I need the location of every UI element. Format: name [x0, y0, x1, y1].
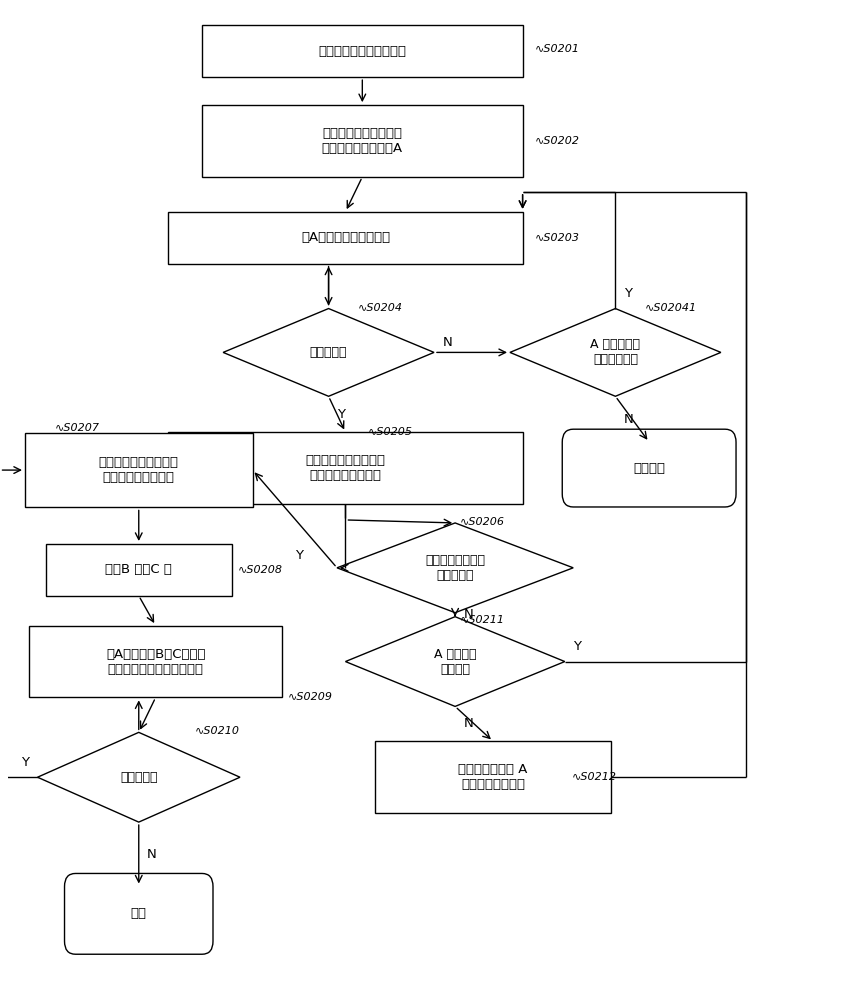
Text: Y: Y: [337, 408, 344, 421]
Text: ∿S0212: ∿S0212: [571, 772, 616, 782]
Text: ∿S0208: ∿S0208: [237, 565, 282, 575]
Text: N: N: [463, 608, 473, 621]
Text: ∿S0210: ∿S0210: [195, 726, 240, 736]
Text: 重新增加新板到 A
序列中作为待切割: 重新增加新板到 A 序列中作为待切割: [458, 763, 527, 791]
FancyBboxPatch shape: [25, 433, 252, 507]
Polygon shape: [223, 309, 434, 396]
FancyBboxPatch shape: [202, 25, 522, 77]
FancyBboxPatch shape: [168, 212, 522, 264]
FancyBboxPatch shape: [561, 429, 735, 507]
Text: Y: Y: [573, 640, 580, 653]
Text: ∿S0206: ∿S0206: [458, 517, 504, 527]
Text: 是否能选出: 是否能选出: [120, 771, 158, 784]
Text: ∿S0207: ∿S0207: [55, 423, 100, 433]
FancyBboxPatch shape: [65, 873, 213, 954]
Text: ∿S0201: ∿S0201: [534, 44, 579, 54]
Text: N: N: [623, 413, 633, 426]
Text: ∿S0211: ∿S0211: [458, 615, 504, 625]
Text: ∿S0204: ∿S0204: [358, 303, 403, 313]
Text: N: N: [442, 336, 452, 349]
Text: ∿S02041: ∿S02041: [644, 303, 696, 313]
Text: A 中是否有
待切割板: A 中是否有 待切割板: [434, 648, 475, 676]
Text: ∿S0202: ∿S0202: [534, 136, 579, 146]
Text: 生成B 板和C 板: 生成B 板和C 板: [105, 563, 172, 576]
Text: A 中是否有待
加工成品小板: A 中是否有待 加工成品小板: [590, 338, 640, 366]
FancyBboxPatch shape: [168, 432, 522, 504]
Polygon shape: [337, 523, 573, 613]
Polygon shape: [345, 617, 564, 706]
Text: ∿S0205: ∿S0205: [368, 427, 412, 437]
Text: 按选出小板的高度方向
对待切割板进行横切: 按选出小板的高度方向 对待切割板进行横切: [99, 456, 179, 484]
Text: ∿S0209: ∿S0209: [288, 692, 332, 702]
FancyBboxPatch shape: [375, 741, 611, 813]
Polygon shape: [509, 309, 720, 396]
Text: Y: Y: [623, 287, 631, 300]
Text: 从A中优先为B、C中宽度
小的挑选合适的待切割小板: 从A中优先为B、C中宽度 小的挑选合适的待切割小板: [106, 648, 205, 676]
Text: N: N: [147, 848, 157, 861]
Text: Y: Y: [295, 549, 302, 562]
Text: Y: Y: [20, 756, 29, 769]
FancyBboxPatch shape: [202, 105, 522, 177]
FancyBboxPatch shape: [46, 544, 231, 596]
Text: 是否能选出: 是否能选出: [309, 346, 347, 359]
Text: 将选出的成品小板推向
待切割板材的左下角: 将选出的成品小板推向 待切割板材的左下角: [305, 454, 385, 482]
Text: 各尺寸向外扩大半个锯宽: 各尺寸向外扩大半个锯宽: [318, 45, 406, 58]
Polygon shape: [37, 732, 239, 822]
Text: 成品小板是否在待
切割板材内: 成品小板是否在待 切割板材内: [424, 554, 485, 582]
Text: 待加工成品小板按宽度
值降序排列生成队列A: 待加工成品小板按宽度 值降序排列生成队列A: [321, 127, 402, 155]
FancyBboxPatch shape: [29, 626, 282, 697]
Text: 从A中依序选出成品小板: 从A中依序选出成品小板: [301, 231, 389, 244]
Text: N: N: [463, 717, 473, 730]
Text: 排版完成: 排版完成: [632, 462, 665, 475]
Text: ∿S0203: ∿S0203: [534, 233, 579, 243]
Text: 余料: 余料: [130, 907, 147, 920]
